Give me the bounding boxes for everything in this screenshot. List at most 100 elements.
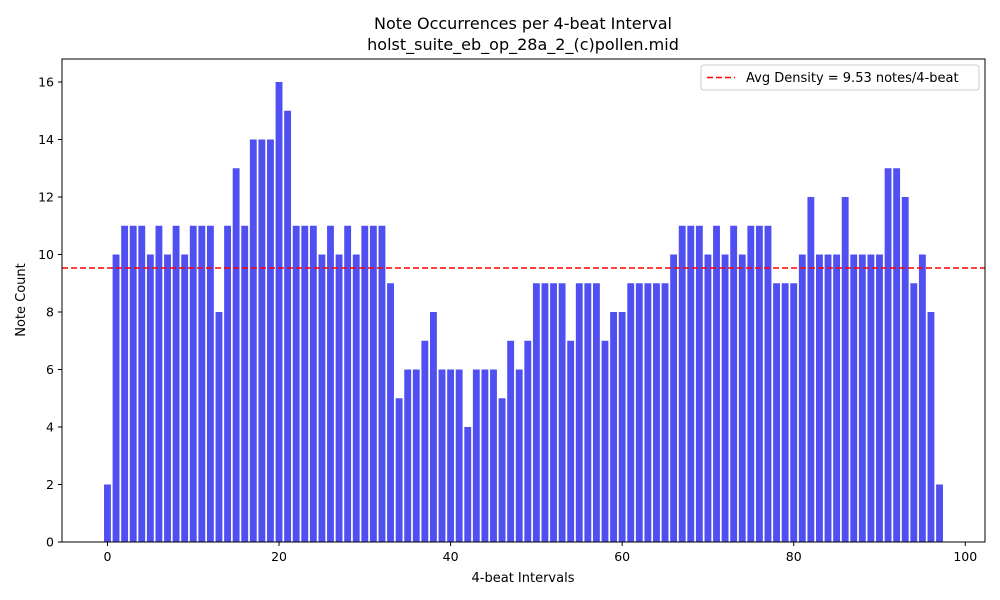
bar — [721, 254, 729, 542]
bar — [430, 312, 437, 542]
bar — [138, 225, 146, 542]
bar — [361, 225, 369, 542]
legend-box — [700, 64, 980, 91]
bar — [472, 369, 480, 542]
bar — [301, 225, 309, 542]
chart-subtitle: holst_suite_eb_op_28a_2_(c)pollen.mid — [367, 35, 679, 55]
bar — [747, 225, 755, 542]
bar — [215, 312, 223, 542]
y-tick-label: 16 — [38, 75, 54, 90]
bar — [249, 139, 257, 542]
bar — [653, 283, 660, 542]
bar — [532, 283, 540, 542]
bar — [104, 484, 111, 542]
bar — [936, 484, 943, 542]
bar — [395, 398, 403, 542]
x-tick-label: 100 — [953, 549, 977, 564]
bar — [910, 283, 918, 542]
bar — [498, 398, 506, 542]
bar — [824, 254, 832, 542]
bar — [224, 225, 231, 542]
bar — [146, 254, 154, 542]
x-tick-label: 20 — [271, 549, 287, 564]
y-tick-label: 10 — [38, 247, 54, 262]
bar — [352, 254, 360, 542]
bar — [567, 340, 575, 542]
bar — [318, 254, 326, 542]
bar — [661, 283, 669, 542]
bar — [833, 254, 841, 542]
bar — [798, 254, 806, 542]
bar — [781, 283, 789, 542]
bars-group — [104, 82, 943, 542]
bar — [404, 369, 412, 542]
bar — [592, 283, 600, 542]
bar — [841, 197, 849, 542]
bar — [601, 340, 609, 542]
y-tick-label: 4 — [46, 420, 54, 435]
bar — [927, 312, 935, 542]
bar — [438, 369, 446, 542]
bar — [876, 254, 883, 542]
bar — [447, 369, 455, 542]
bar — [867, 254, 875, 542]
bar — [755, 225, 763, 542]
y-axis-ticks: 0 2 4 6 8 10 12 14 16 — [38, 75, 62, 550]
x-tick-label: 40 — [443, 549, 459, 564]
bar — [790, 283, 798, 542]
bar — [670, 254, 678, 542]
bar — [618, 312, 626, 542]
bar — [893, 168, 901, 542]
bar — [155, 225, 163, 542]
bar — [610, 312, 617, 542]
bar — [378, 225, 386, 542]
bar — [738, 254, 746, 542]
bar — [713, 225, 720, 542]
bar — [541, 283, 549, 542]
bar — [507, 340, 515, 542]
bar — [807, 197, 815, 542]
bar — [369, 225, 377, 542]
bar — [335, 254, 343, 542]
x-tick-label: 60 — [614, 549, 630, 564]
y-tick-label: 14 — [38, 132, 54, 147]
bar — [515, 369, 523, 542]
bar — [292, 225, 300, 542]
bar — [309, 225, 317, 542]
bar — [901, 197, 909, 542]
chart-title: Note Occurrences per 4-beat Interval — [374, 14, 672, 33]
bar — [172, 225, 180, 542]
x-axis-label: 4-beat Intervals — [472, 571, 575, 586]
bar — [412, 369, 420, 542]
bar — [704, 254, 712, 542]
bar — [584, 283, 592, 542]
x-tick-label: 0 — [103, 549, 111, 564]
legend-entry-avg-density: Avg Density = 9.53 notes/4-beat — [746, 71, 959, 86]
x-tick-label: 80 — [786, 549, 802, 564]
plot-frame — [61, 58, 986, 543]
bar — [524, 340, 532, 542]
bar — [387, 283, 394, 542]
bar — [687, 225, 695, 542]
bar — [575, 283, 583, 542]
y-axis-label: Note Count — [14, 263, 29, 337]
bar — [284, 110, 292, 542]
bar — [455, 369, 463, 542]
bar — [635, 283, 643, 542]
bar — [164, 254, 171, 542]
bar — [275, 82, 283, 542]
bar — [490, 369, 497, 542]
bar — [850, 254, 858, 542]
bar — [627, 283, 635, 542]
x-axis-ticks: 0 20 40 60 80 100 — [103, 542, 977, 564]
bar — [258, 139, 266, 542]
bar — [678, 225, 686, 542]
bar — [232, 168, 240, 542]
y-tick-label: 8 — [46, 305, 54, 320]
y-tick-label: 0 — [46, 535, 54, 550]
bar — [198, 225, 206, 542]
bar — [550, 283, 557, 542]
bar — [181, 254, 189, 542]
legend: Avg Density = 9.53 notes/4-beat — [700, 64, 980, 91]
